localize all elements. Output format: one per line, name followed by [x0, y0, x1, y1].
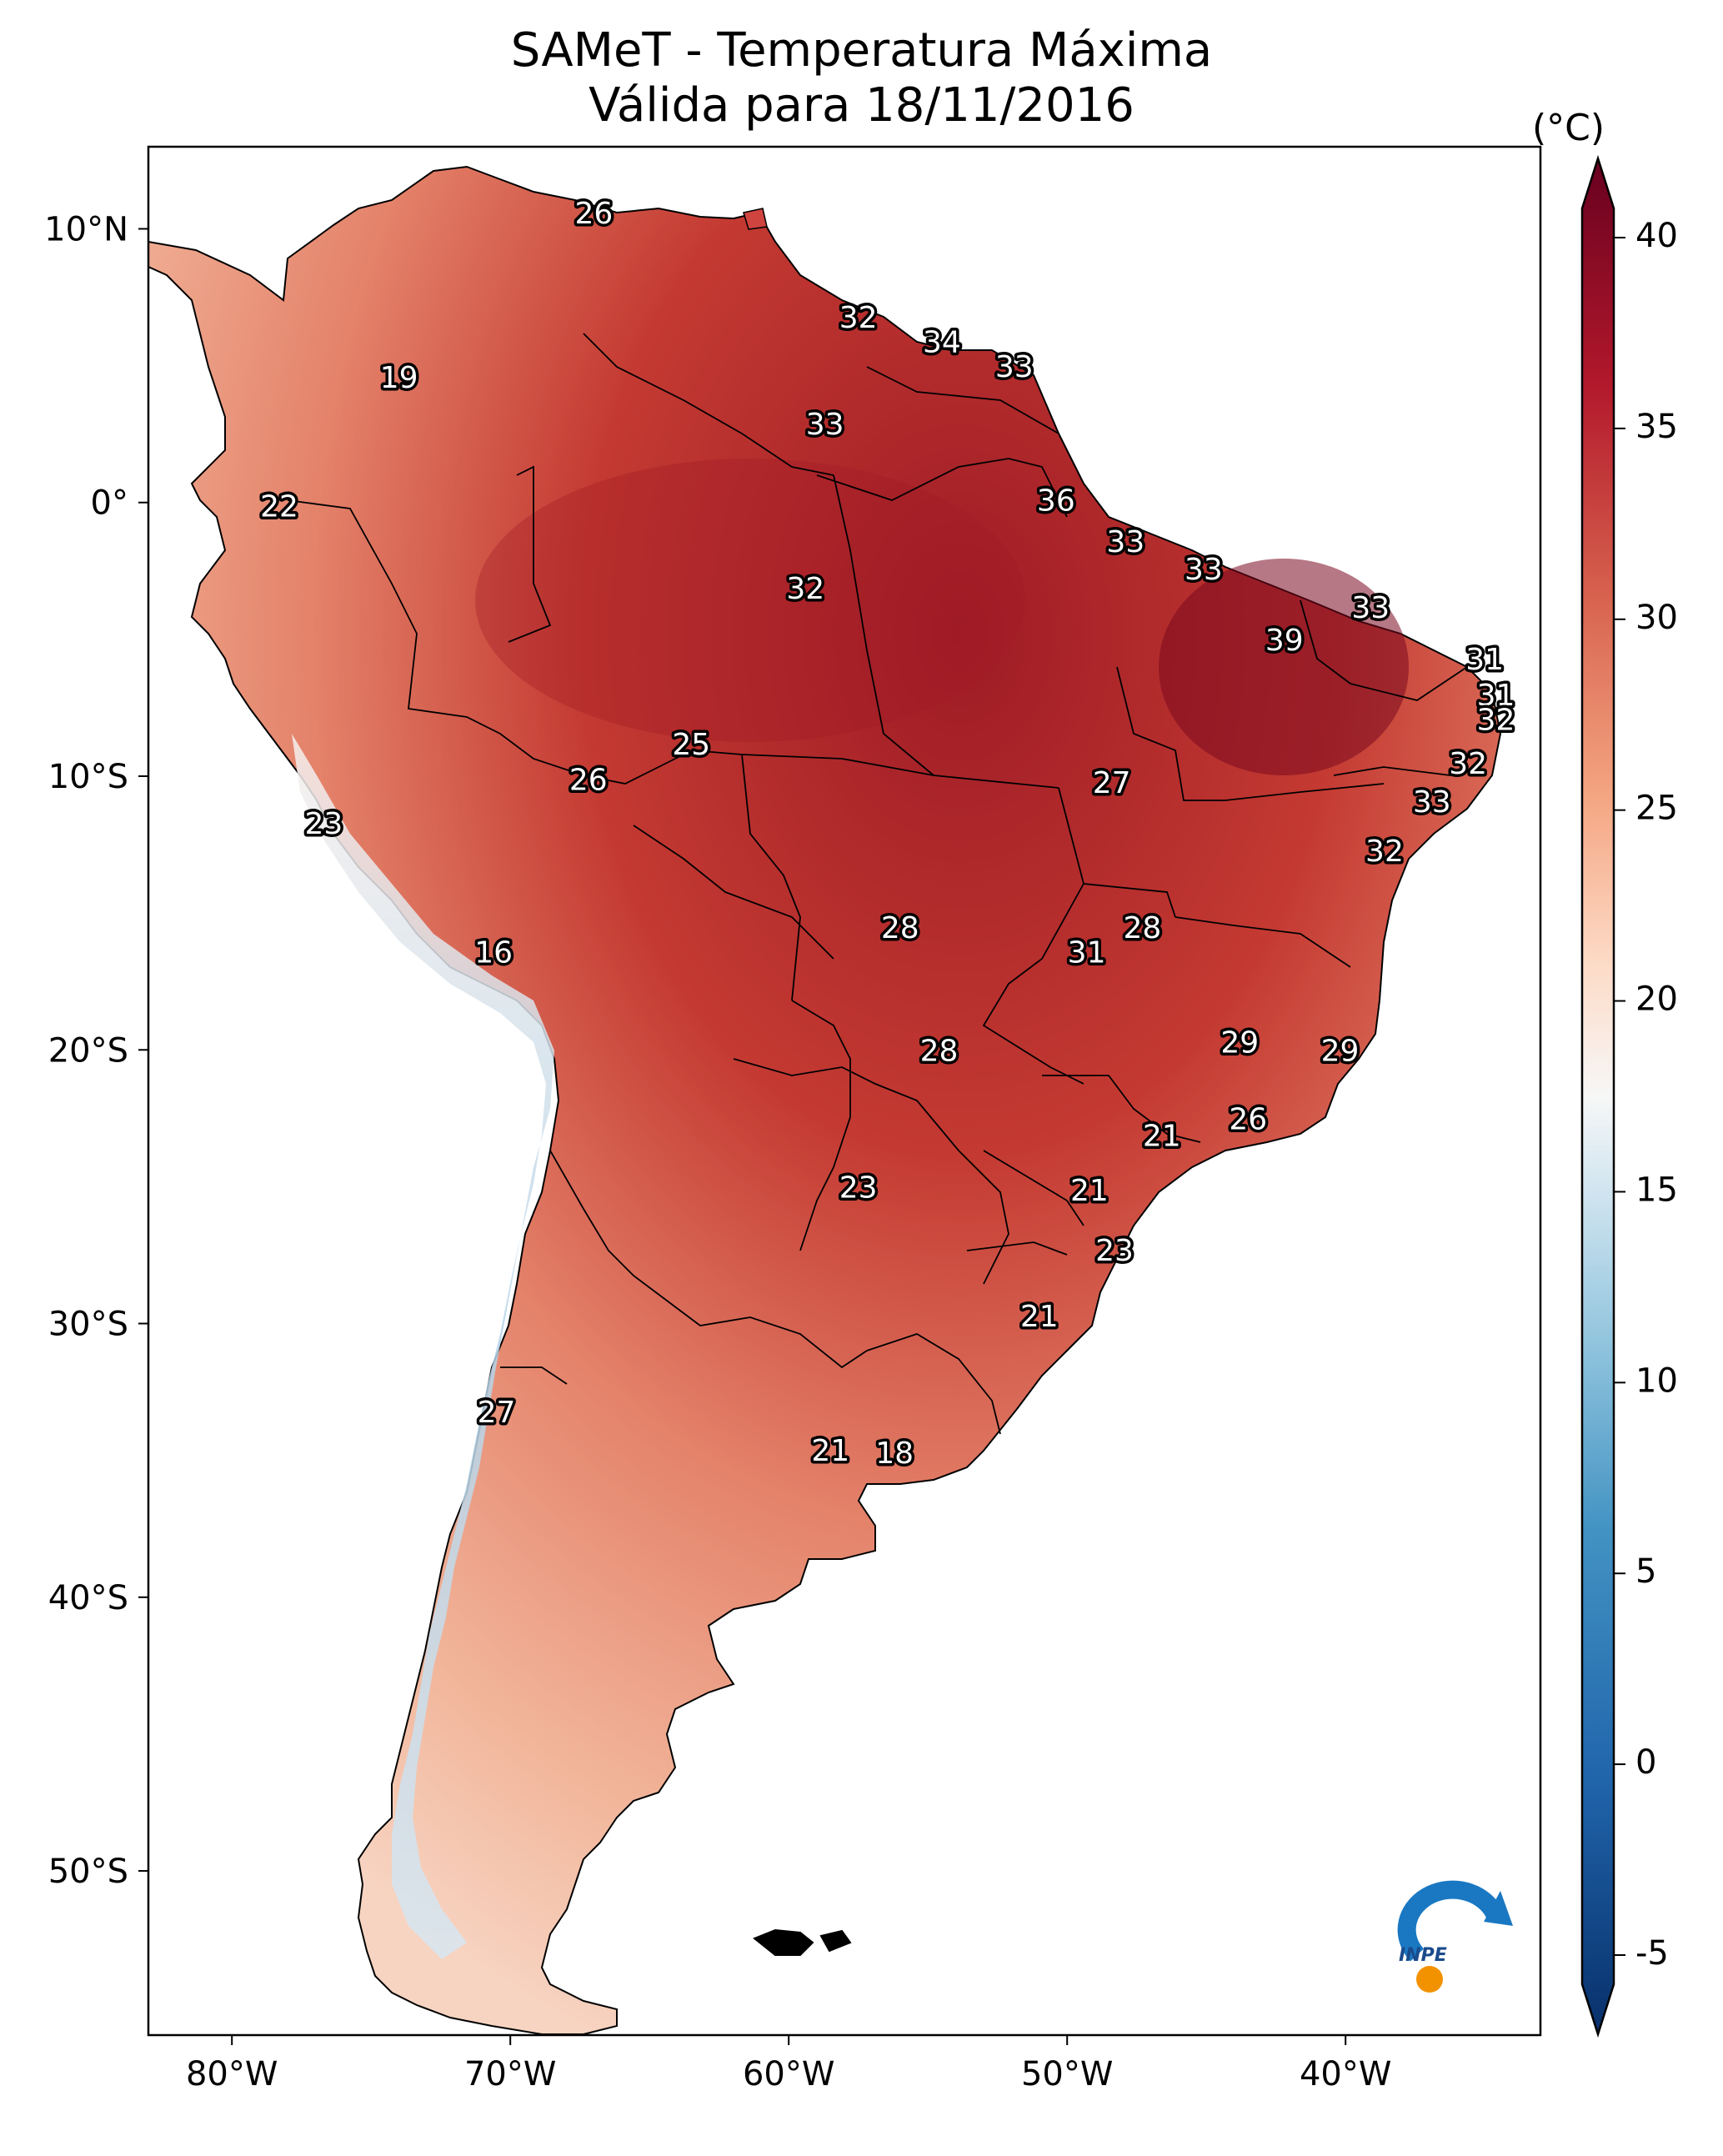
lat-tick-label: 10°S [48, 758, 128, 796]
colorbar: 40 35 30 25 20 15 10 5 0 -5 [1580, 154, 1678, 2038]
lat-tick-label: 20°S [48, 1031, 128, 1070]
amazon-hot-core [475, 459, 1025, 742]
lat-tick-label: 30°S [48, 1306, 128, 1344]
temp-label: 33 [1413, 785, 1451, 820]
latitude-axis: 10°N 0° 10°S 20°S 30°S 40°S 50°S [44, 210, 148, 1891]
lon-tick-label: 70°W [464, 2055, 556, 2093]
colorbar-tick-label: 10 [1635, 1361, 1678, 1400]
temp-label: 33 [806, 408, 844, 442]
colorbar-tick-label: 20 [1635, 980, 1678, 1019]
logo-arrow-icon [1484, 1891, 1513, 1926]
temp-label: 33 [995, 350, 1034, 384]
temp-label: 21 [1070, 1174, 1109, 1208]
lon-tick-label: 50°W [1021, 2055, 1113, 2093]
temp-label: 29 [1321, 1035, 1360, 1069]
colorbar-tick-label: 5 [1635, 1552, 1656, 1591]
temp-label: 32 [786, 572, 824, 606]
colorbar-unit-label: (°C) [1532, 107, 1605, 149]
temp-label: 39 [1265, 624, 1304, 658]
colorbar-tick-label: 0 [1635, 1743, 1656, 1782]
temp-label: 16 [474, 935, 513, 970]
temp-label: 32 [1365, 835, 1404, 869]
title-line-2: Válida para 18/11/2016 [589, 78, 1134, 133]
map-title: SAMeT - Temperatura Máxima Válida para 1… [0, 23, 1723, 133]
trinidad-island [743, 208, 768, 230]
temp-label: 32 [1449, 747, 1487, 781]
temp-label: 18 [875, 1436, 914, 1471]
temp-label: 26 [574, 197, 613, 231]
country-borders [287, 333, 1468, 1435]
longitude-axis: 80°W 70°W 60°W 50°W 40°W [186, 2035, 1391, 2093]
temp-label: 31 [1477, 679, 1515, 713]
andes-cool-band [292, 734, 554, 1959]
colorbar-tick-label: 40 [1635, 217, 1678, 255]
temp-label: 23 [305, 807, 343, 841]
temp-label: 31 [1068, 935, 1106, 970]
lat-tick-label: 50°S [48, 1853, 128, 1891]
logo-dot [1416, 1966, 1443, 1993]
temp-label: 27 [1093, 766, 1131, 800]
temp-label: 19 [380, 361, 418, 395]
temp-label: 28 [881, 911, 919, 945]
colorbar-ticks: 40 35 30 25 20 15 10 5 0 -5 [1614, 217, 1678, 1973]
temp-label: 33 [1351, 591, 1390, 625]
temp-label: 33 [1185, 553, 1223, 587]
lat-tick-label: 40°S [48, 1579, 128, 1617]
lat-tick-label: 0° [91, 484, 128, 523]
title-line-1: SAMeT - Temperatura Máxima [510, 23, 1213, 78]
temp-label: 22 [260, 489, 298, 524]
temp-label: 32 [839, 301, 878, 335]
temp-label: 33 [1106, 525, 1144, 559]
temp-label: 29 [1220, 1026, 1259, 1060]
northeast-hot-core [1159, 559, 1409, 775]
map-frame [147, 145, 1542, 2037]
temp-label: 27 [478, 1396, 516, 1430]
inpe-logo: INPE [1397, 1880, 1513, 1993]
lat-tick-label: 10°N [44, 210, 128, 248]
temp-label: 31 [1465, 643, 1504, 677]
temp-label: 21 [1143, 1119, 1181, 1153]
colorbar-tick-label: 15 [1635, 1171, 1678, 1209]
temp-label: 34 [923, 325, 961, 359]
temp-label: 28 [1123, 911, 1161, 945]
temp-label: 25 [672, 728, 710, 762]
temp-label: 32 [1477, 703, 1515, 737]
temp-label: 36 [1037, 484, 1075, 519]
temp-label: 28 [920, 1035, 959, 1069]
temp-label: 23 [839, 1171, 878, 1206]
colorbar-tick-label: -5 [1635, 1934, 1669, 1973]
lon-tick-label: 80°W [186, 2055, 278, 2093]
colorbar-tick-label: 25 [1635, 790, 1678, 828]
logo-arc [1397, 1880, 1505, 1962]
continent-layer [148, 165, 1502, 2035]
temp-label: 26 [569, 764, 608, 798]
temp-label: 26 [1229, 1103, 1267, 1137]
temp-label: 21 [811, 1434, 849, 1468]
lon-tick-label: 60°W [743, 2055, 834, 2093]
colorbar-gradient [1580, 154, 1615, 2038]
colorbar-tick-label: 30 [1635, 599, 1678, 637]
temp-label: 21 [1020, 1300, 1059, 1334]
lon-tick-label: 40°W [1300, 2055, 1391, 2093]
falkland-islands [753, 1928, 852, 1956]
colorbar-tick-label: 35 [1635, 408, 1678, 446]
logo-text: INPE [1399, 1945, 1447, 1966]
temp-label: 23 [1095, 1234, 1134, 1268]
